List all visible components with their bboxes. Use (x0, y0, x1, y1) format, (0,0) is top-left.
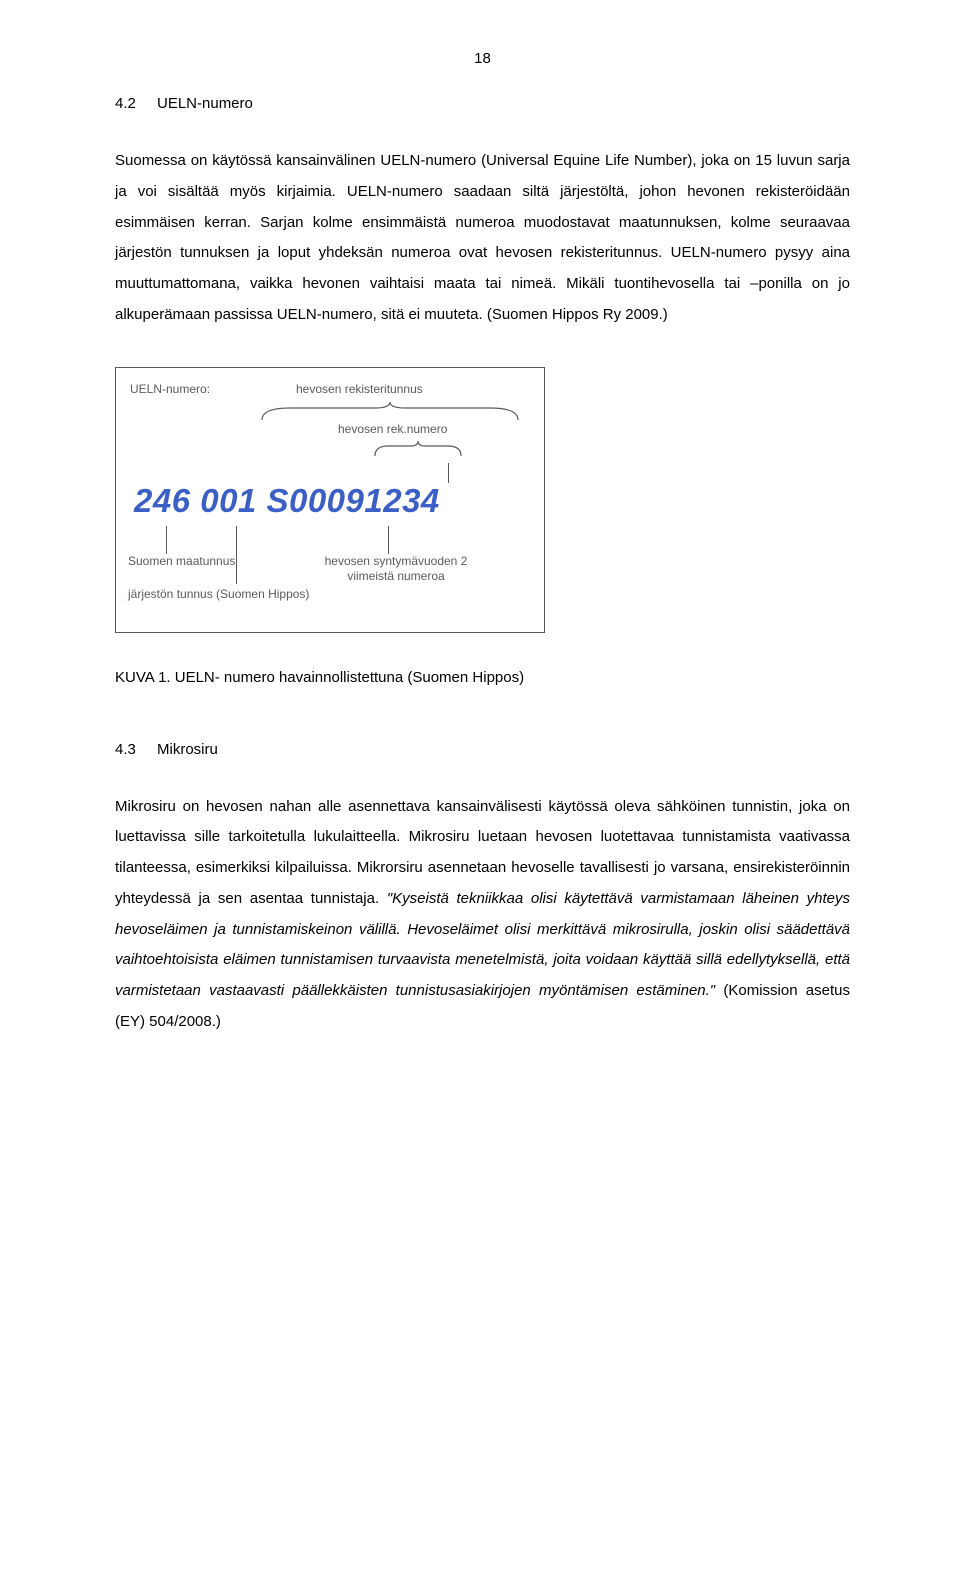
connector-line-icon (236, 526, 237, 584)
brace-large-icon (260, 400, 520, 422)
ueln-main-number: 246 001 S00091234 (134, 482, 440, 520)
section-number: 4.3 (115, 741, 157, 758)
figure-label-jarjesto: järjestön tunnus (Suomen Hippos) (128, 587, 309, 601)
body-paragraph-2: Mikrosiru on hevosen nahan alle asennett… (115, 792, 850, 1038)
figure-label-rek-numero: hevosen rek.numero (338, 422, 447, 436)
section-heading-ueln: 4.2UELN-numero (115, 95, 850, 112)
figure-label-rekisteritunnus: hevosen rekisteritunnus (296, 382, 423, 396)
page-number: 18 (115, 50, 850, 67)
figure-label-maatunnus: Suomen maatunnus (128, 554, 235, 568)
section-title: UELN-numero (157, 95, 253, 112)
connector-line-icon (388, 526, 389, 554)
connector-line-icon (166, 526, 167, 554)
brace-small-icon (373, 440, 463, 458)
section-title: Mikrosiru (157, 741, 218, 758)
figure-label-syntymavuosi: hevosen syntymävuoden 2 viimeistä numero… (316, 554, 476, 585)
connector-line-icon (448, 463, 449, 483)
figure-caption: KUVA 1. UELN- numero havainnollistettuna… (115, 669, 850, 686)
section-number: 4.2 (115, 95, 157, 112)
figure-label-ueln: UELN-numero: (130, 382, 210, 396)
ueln-figure: UELN-numero: hevosen rekisteritunnus hev… (115, 367, 545, 633)
body-paragraph-1: Suomessa on käytössä kansainvälinen UELN… (115, 146, 850, 331)
section-heading-mikrosiru: 4.3Mikrosiru (115, 741, 850, 758)
